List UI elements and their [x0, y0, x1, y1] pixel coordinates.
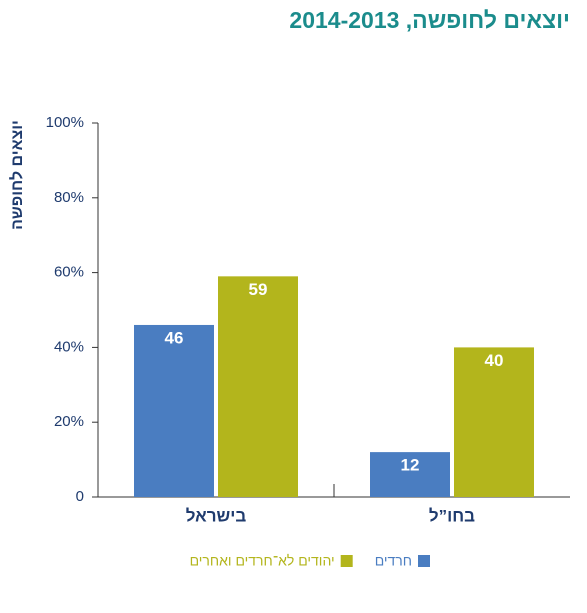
legend-swatch — [340, 555, 353, 567]
x-tick-label: בישראל — [186, 506, 247, 525]
y-tick-label: 100% — [46, 114, 84, 131]
value-label: 59 — [249, 280, 268, 299]
bar — [454, 347, 534, 497]
y-tick-label: 60% — [54, 264, 84, 281]
value-label: 46 — [165, 328, 184, 347]
y-tick-label: 0 — [76, 488, 84, 505]
y-tick-label: 20% — [54, 413, 84, 430]
chart-title: יוצאים לחופשה, 2014-2013 — [289, 7, 570, 33]
value-label: 12 — [401, 456, 420, 475]
value-label: 40 — [485, 351, 504, 370]
legend-label: חרדים — [375, 553, 412, 569]
bar — [134, 324, 214, 497]
bar — [218, 276, 298, 497]
y-axis-label: יוצאים לחופשה — [8, 120, 26, 230]
x-tick-label: בחו”ל — [429, 506, 475, 525]
bar — [370, 452, 450, 497]
y-tick-label: 80% — [54, 189, 84, 206]
legend-swatch — [418, 555, 430, 567]
y-tick-label: 40% — [54, 338, 84, 355]
legend-label: יהודים לא־חרדים ואחרים — [190, 553, 335, 569]
